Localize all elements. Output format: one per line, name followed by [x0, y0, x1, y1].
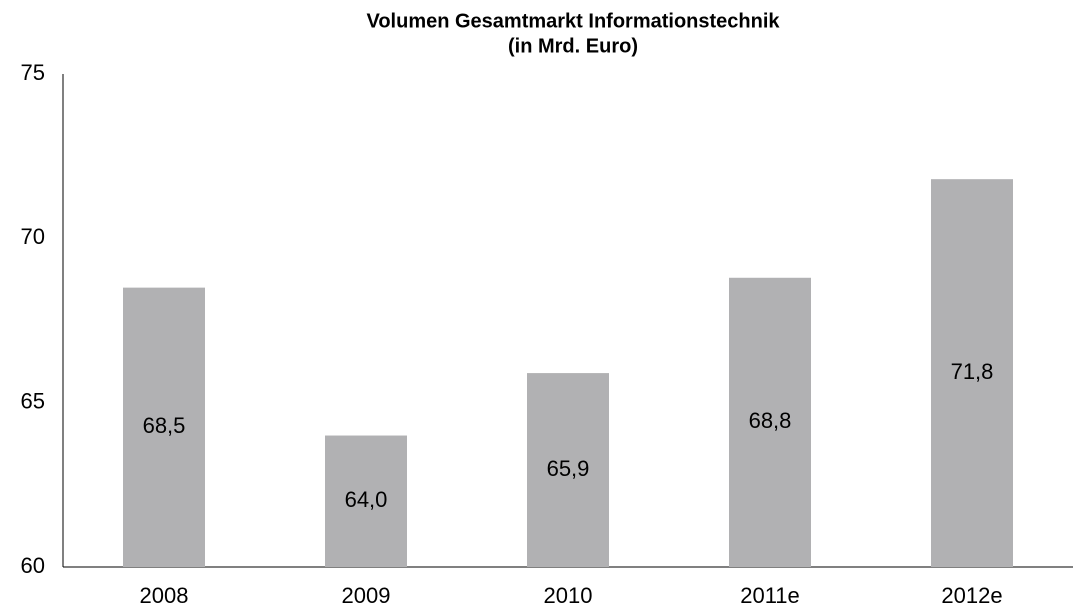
y-tick-label: 75 [21, 60, 45, 85]
bar [931, 179, 1013, 567]
y-tick-label: 70 [21, 224, 45, 249]
data-label: 64,0 [345, 487, 388, 512]
bar [325, 435, 407, 567]
x-tick-label: 2008 [140, 583, 189, 608]
x-tick-label: 2009 [342, 583, 391, 608]
data-label: 71,8 [951, 359, 994, 384]
x-tick-label: 2010 [544, 583, 593, 608]
data-label: 65,9 [547, 456, 590, 481]
chart-title: (in Mrd. Euro) [508, 35, 638, 57]
x-tick-label: 2012e [941, 583, 1002, 608]
y-tick-label: 60 [21, 553, 45, 578]
x-tick-label: 2011e [740, 583, 800, 608]
bar [729, 277, 811, 567]
chart-title: Volumen Gesamtmarkt Informationstechnik [366, 10, 780, 32]
bar [527, 373, 609, 567]
bar [123, 287, 205, 567]
data-label: 68,5 [143, 413, 186, 438]
y-tick-label: 65 [21, 388, 45, 413]
data-label: 68,8 [749, 408, 792, 433]
